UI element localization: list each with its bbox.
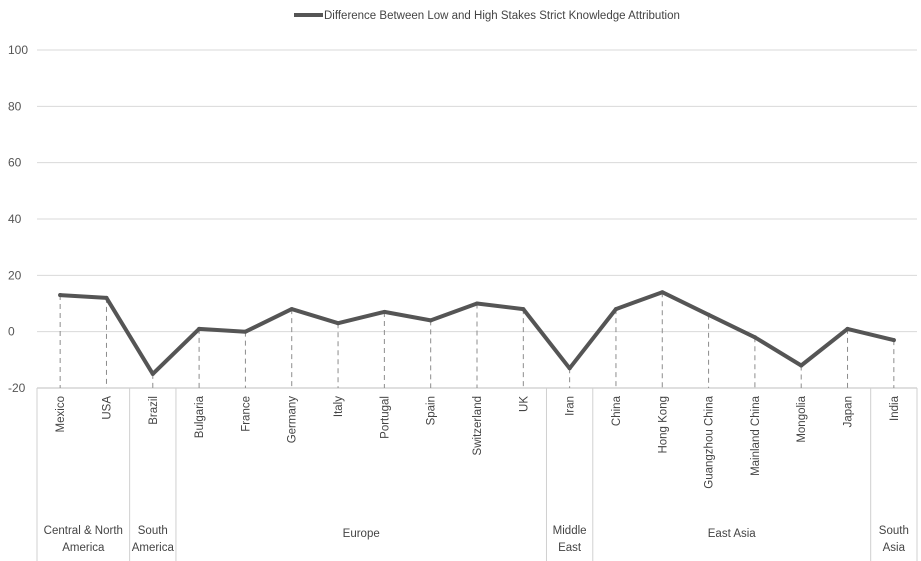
group-label: America <box>62 542 105 554</box>
y-tick-label: 80 <box>8 99 22 113</box>
x-tick-label: France <box>240 396 252 432</box>
x-tick-label: Mexico <box>55 396 67 432</box>
x-tick-label: Japan <box>843 396 855 427</box>
data-point <box>475 301 479 306</box>
x-tick-label: Mainland China <box>750 395 762 476</box>
x-tick-label: Guangzhou China <box>704 395 716 488</box>
group-label: Middle <box>553 525 587 537</box>
group-label: America <box>132 542 175 554</box>
y-tick-label: 20 <box>8 268 22 282</box>
x-tick-label: China <box>611 395 623 426</box>
data-point <box>567 366 572 371</box>
group-label: Asia <box>883 542 906 554</box>
x-tick-label: UK <box>518 396 530 412</box>
x-tick-label: Hong Kong <box>657 396 669 454</box>
data-point <box>613 307 618 312</box>
data-point <box>150 371 155 376</box>
x-tick-label: Italy <box>333 396 345 417</box>
x-tick-label: Iran <box>565 396 577 416</box>
group-label: East <box>558 542 582 554</box>
x-tick-label: Mongolia <box>796 395 808 442</box>
data-point <box>428 318 433 323</box>
data-point <box>58 293 63 298</box>
data-point <box>197 326 202 331</box>
x-tick-label: Spain <box>426 396 438 425</box>
y-tick-label: 40 <box>8 212 22 226</box>
data-point <box>243 329 248 334</box>
x-tick-label: India <box>889 395 901 421</box>
data-point <box>799 363 804 368</box>
group-label: East Asia <box>708 528 757 540</box>
group-label: Central & North <box>44 525 123 537</box>
group-label: Europe <box>343 528 380 540</box>
legend-label: Difference Between Low and High Stakes S… <box>324 10 680 22</box>
y-tick-label: 60 <box>8 156 22 170</box>
y-tick-label: -20 <box>8 381 26 395</box>
x-tick-label: Portugal <box>379 396 391 439</box>
data-point <box>521 307 526 312</box>
data-point <box>336 321 341 326</box>
data-point <box>752 335 757 340</box>
x-tick-label: Germany <box>287 396 299 444</box>
x-tick-label: Switzerland <box>472 396 484 455</box>
data-point <box>289 307 294 312</box>
data-point <box>845 326 850 331</box>
data-point <box>660 290 665 295</box>
data-point <box>104 295 109 300</box>
y-tick-label: 100 <box>8 43 28 57</box>
x-tick-label: USA <box>101 396 113 420</box>
y-tick-label: 0 <box>8 325 15 339</box>
group-label: South <box>138 525 168 537</box>
data-point <box>706 312 711 317</box>
group-label: South <box>879 525 909 537</box>
data-point <box>891 338 896 343</box>
x-tick-label: Bulgaria <box>194 395 206 438</box>
data-point <box>382 309 387 314</box>
x-tick-label: Brazil <box>148 396 160 425</box>
